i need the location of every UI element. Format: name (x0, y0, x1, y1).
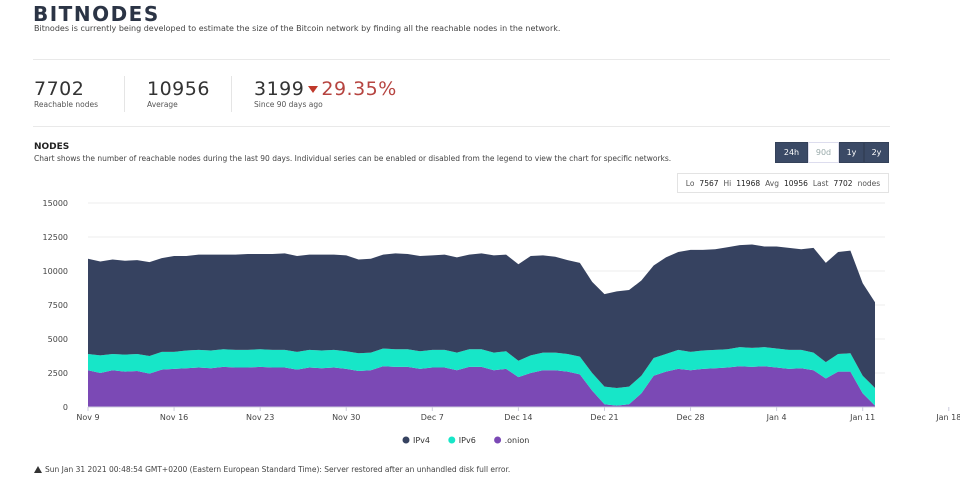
area-series-onion (88, 366, 875, 407)
divider-mid (33, 126, 890, 127)
stat-divider (231, 76, 232, 112)
x-tick-label: Dec 21 (590, 413, 618, 422)
change-count: 3199 (254, 78, 305, 100)
x-tick-label: Nov 16 (160, 413, 188, 422)
change-label: Since 90 days ago (254, 100, 323, 109)
area-series-ipv4 (88, 244, 875, 388)
x-tick-label: Nov 23 (246, 413, 274, 422)
y-tick-label: 12500 (43, 233, 68, 242)
range-button-2y[interactable]: 2y (864, 142, 889, 163)
y-tick-label: 5000 (48, 335, 68, 344)
bitnodes-logo: BITNODES (33, 4, 160, 24)
legend-item-label: .onion (505, 436, 530, 445)
section-title: NODES (34, 142, 70, 152)
area-series-ipv6 (88, 347, 875, 406)
y-tick-label: 10000 (43, 267, 68, 276)
x-tick-label: Dec 28 (676, 413, 704, 422)
summary-hi: 11968 (736, 178, 761, 188)
warning-icon (34, 466, 42, 473)
reachable-count: 7702 (34, 78, 85, 100)
y-tick-label: 0 (63, 403, 68, 412)
legend-swatch (448, 436, 456, 444)
summary-lo-label: Lo (685, 178, 695, 188)
section-description: Chart shows the number of reachable node… (34, 154, 672, 163)
stat-reachable: 7702 Reachable nodes (34, 79, 98, 109)
legend-swatch (402, 436, 410, 444)
x-tick-label: Jan 18 (935, 413, 960, 422)
legend-swatch (494, 436, 502, 444)
down-arrow-icon (308, 86, 319, 93)
stat-change: 3199 29.35% Since 90 days ago (254, 79, 397, 109)
x-tick-label: Dec 14 (504, 413, 532, 422)
change-percent: 29.35% (321, 78, 397, 100)
y-tick-label: 7500 (48, 301, 68, 310)
y-tick-label: 15000 (43, 199, 68, 208)
average-count: 10956 (147, 78, 210, 100)
x-tick-label: Jan 4 (766, 413, 787, 422)
x-tick-label: Nov 30 (332, 413, 360, 422)
alert-message: Sun Jan 31 2021 00:48:54 GMT+0200 (Easte… (34, 465, 510, 474)
summary-box: Lo 7567 Hi 11968 Avg 10956 Last 7702 nodes (677, 173, 889, 193)
range-button-1y[interactable]: 1y (839, 142, 864, 163)
summary-lo: 7567 (699, 178, 719, 188)
alert-text: Sun Jan 31 2021 00:48:54 GMT+0200 (Easte… (45, 465, 511, 474)
x-tick-label: Nov 9 (76, 413, 99, 422)
range-button-90d[interactable]: 90d (808, 142, 839, 163)
summary-avg: 10956 (784, 178, 808, 188)
reachable-label: Reachable nodes (34, 100, 99, 109)
y-tick-label: 2500 (48, 369, 68, 378)
tagline: Bitnodes is currently being developed to… (34, 24, 561, 33)
x-tick-label: Dec 7 (421, 413, 444, 422)
summary-avg-label: Avg (765, 178, 779, 188)
nodes-area-chart: 0 2500 5000 7500 10000 12500 15000 Nov 9 Nov 16 N… (43, 199, 960, 445)
legend-item-label: IPv6 (459, 436, 476, 445)
logo-text: BITNODES (33, 4, 160, 24)
summary-last-suffix: nodes (857, 178, 881, 188)
average-label: Average (147, 100, 178, 109)
summary-hi-label: Hi (723, 178, 732, 188)
stat-average: 10956 Average (147, 79, 210, 109)
divider-top (33, 59, 890, 60)
x-tick-label: Jan 11 (849, 413, 875, 422)
stat-divider (124, 76, 125, 112)
range-button-group: 24h 90d 1y 2y (775, 142, 889, 163)
summary-last-label: Last (812, 178, 829, 188)
summary-last: 7702 (833, 178, 853, 188)
range-button-24h[interactable]: 24h (775, 142, 808, 163)
legend-item-label: IPv4 (413, 436, 430, 445)
